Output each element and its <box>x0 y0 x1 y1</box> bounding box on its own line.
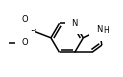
Text: N: N <box>96 25 102 34</box>
Text: N: N <box>96 25 102 34</box>
Text: O: O <box>22 15 28 24</box>
Text: O: O <box>22 38 28 47</box>
Text: H: H <box>103 26 109 35</box>
Text: N: N <box>72 19 78 28</box>
